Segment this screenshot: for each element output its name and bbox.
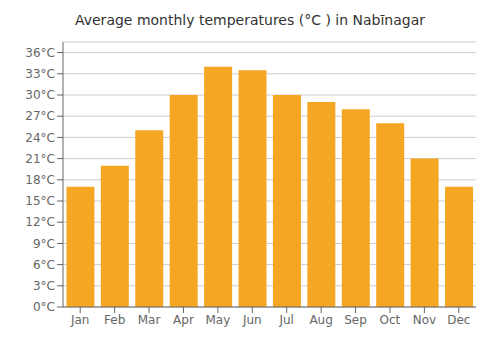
svg-text:9°C: 9°C	[33, 237, 55, 251]
svg-text:Jul: Jul	[278, 313, 293, 327]
svg-text:21°C: 21°C	[25, 152, 55, 166]
svg-text:15°C: 15°C	[25, 194, 55, 208]
svg-text:33°C: 33°C	[25, 67, 55, 81]
svg-text:Aug: Aug	[309, 313, 332, 327]
svg-text:6°C: 6°C	[33, 258, 55, 272]
svg-text:Jan: Jan	[70, 313, 90, 327]
svg-text:Oct: Oct	[380, 313, 401, 327]
svg-text:Feb: Feb	[104, 313, 125, 327]
svg-text:Apr: Apr	[173, 313, 194, 327]
svg-text:Jun: Jun	[242, 313, 262, 327]
svg-text:18°C: 18°C	[25, 173, 55, 187]
svg-text:Mar: Mar	[138, 313, 161, 327]
svg-text:May: May	[205, 313, 230, 327]
svg-text:Nov: Nov	[413, 313, 436, 327]
svg-text:12°C: 12°C	[25, 215, 55, 229]
svg-text:30°C: 30°C	[25, 88, 55, 102]
svg-text:27°C: 27°C	[25, 109, 55, 123]
svg-text:0°C: 0°C	[33, 300, 55, 314]
html-text:Average monthly temperatures (: Average monthly temperatures (°C ) in Na…	[75, 12, 425, 28]
svg-text:Dec: Dec	[447, 313, 470, 327]
svg-text:24°C: 24°C	[25, 131, 55, 145]
svg-text:36°C: 36°C	[25, 46, 55, 60]
svg-text:3°C: 3°C	[33, 279, 55, 293]
svg-text:Sep: Sep	[344, 313, 367, 327]
